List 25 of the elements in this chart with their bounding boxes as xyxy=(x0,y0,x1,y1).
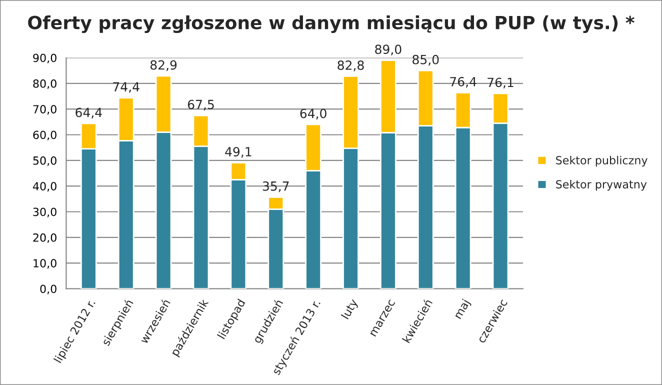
y-tick-label: 30,0 xyxy=(33,208,56,218)
total-label: 64,4 xyxy=(76,108,102,118)
total-label: 76,4 xyxy=(450,76,476,88)
y-tick-label: 60,0 xyxy=(33,130,56,140)
chart-title: Oferty pracy zgłoszone w danym miesiącu do PUP (w tys.) * xyxy=(28,15,634,34)
y-tick-label: 50,0 xyxy=(33,156,56,166)
total-label: 82,9 xyxy=(150,60,177,71)
total-label: 76,1 xyxy=(488,78,514,88)
y-tick-label: 80,0 xyxy=(33,79,56,89)
y-tick-label: 40,0 xyxy=(32,182,56,192)
total-label: 82,8 xyxy=(338,60,364,72)
total-label: 85,0 xyxy=(412,54,439,66)
total-label: 74,4 xyxy=(113,82,140,93)
y-tick-label: 20,0 xyxy=(33,233,56,243)
y-tick-label: 10,0 xyxy=(34,259,56,269)
y-tick-label: 0,0 xyxy=(40,284,56,294)
total-label: 49,1 xyxy=(225,147,252,158)
total-label: 89,0 xyxy=(375,44,402,56)
y-tick-label: 90,0 xyxy=(33,54,56,64)
y-tick-label: 70,0 xyxy=(33,105,56,115)
legend-label: Sektor prywatny xyxy=(556,180,647,191)
total-label: 64,0 xyxy=(300,108,326,120)
legend-label: Sektor publiczny xyxy=(556,156,648,167)
total-label: 35,7 xyxy=(262,181,289,192)
total-label: 67,5 xyxy=(188,100,214,111)
